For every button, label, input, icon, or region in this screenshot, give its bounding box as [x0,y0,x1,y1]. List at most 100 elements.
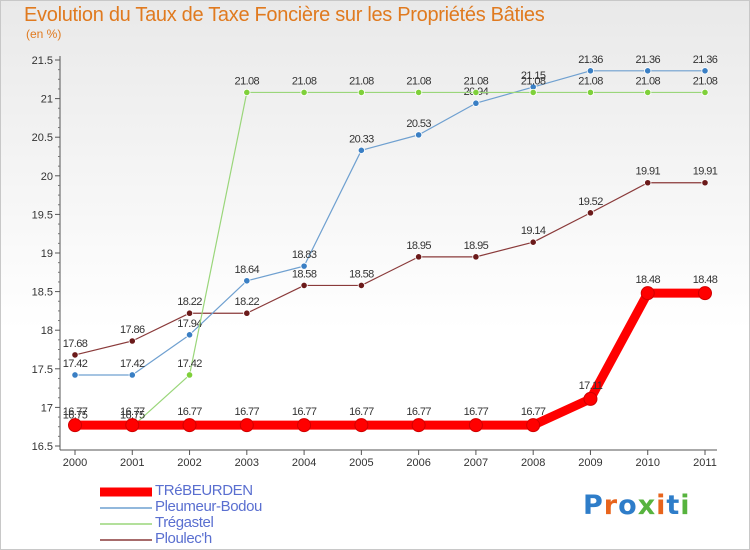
data-point [71,371,79,379]
data-label: 17.42 [63,358,88,370]
data-label: 20.53 [406,118,431,130]
x-tick-label: 2004 [292,457,316,469]
data-point [586,209,595,217]
data-label: 21.36 [578,54,603,66]
y-tick-label: 21.5 [32,55,53,67]
data-point [128,371,136,379]
y-tick-label: 20.5 [32,132,53,144]
data-label: 17.42 [120,358,145,370]
data-label: 18.48 [693,274,718,286]
series-line [75,288,705,430]
y-tick-label: 18 [41,325,53,337]
data-label: 16.75 [63,410,88,422]
data-label: 19.91 [693,166,718,178]
x-tick-label: 2008 [521,457,545,469]
logo-letter: x [637,490,657,521]
data-label: 21.08 [693,75,718,87]
logo-letter: o [618,490,638,521]
data-label: 17.86 [120,324,145,336]
data-label: 18.22 [235,296,260,308]
data-point [411,418,426,433]
x-tick-label: 2006 [406,457,430,469]
data-point [243,88,251,97]
data-point [472,99,480,107]
data-label: 21.36 [635,54,660,66]
data-point [472,253,480,261]
logo-letter: i [656,490,667,521]
data-point [239,418,254,433]
data-label: 18.58 [292,268,317,280]
data-point [71,351,79,359]
x-tick-label: 2000 [63,457,87,469]
data-label: 16.77 [521,406,546,418]
data-point [300,281,308,290]
data-label: 17.42 [177,358,202,370]
series-2: 17.4217.4217.9418.6418.8320.3320.5320.94… [63,54,718,379]
y-tick-label: 19.5 [32,209,53,221]
data-point [68,418,82,433]
data-label: 16.77 [349,406,374,418]
data-point [586,67,595,75]
data-label: 21.08 [292,75,317,87]
data-label: 17.68 [63,338,88,350]
x-tick-label: 2005 [349,457,373,469]
data-point [243,309,251,317]
data-label: 19.91 [635,166,660,178]
data-label: 17.94 [177,318,202,330]
data-point [415,88,423,97]
data-point [586,88,595,97]
data-point [128,337,136,345]
y-tick-label: 16.5 [32,441,53,453]
data-label: 18.48 [635,274,660,286]
data-point [698,286,712,301]
data-point [472,88,480,97]
data-label: 18.22 [177,296,202,308]
y-tick-label: 17.5 [32,364,53,376]
data-point [182,418,197,433]
data-label: 21.08 [235,75,260,87]
series-line [75,91,705,428]
series-4: 17.68 17.86 18.22 18.22 18.58 18.58 18.95 18.95… [63,166,718,359]
data-point [468,418,483,433]
legend-label: Ploulec'h [155,530,212,547]
proxiti-logo: Proxiti [583,490,691,521]
data-point [357,146,365,154]
data-label: 18.64 [235,264,260,276]
x-tick-label: 2001 [120,457,144,469]
data-label: 21.36 [693,54,718,66]
data-label: 16.77 [406,406,431,418]
data-label: 17.11 [579,380,603,392]
unit-label: (en %) [26,27,62,41]
series-line [75,70,705,376]
data-label: 21.08 [464,75,489,87]
data-point [640,286,655,301]
x-tick-label: 2011 [693,457,717,469]
legend-label: Pleumeur-Bodou [155,498,262,515]
data-label: 16.77 [235,406,260,418]
data-label: 16.77 [177,406,202,418]
legend-label: TRéBEURDEN [155,482,253,499]
data-point [529,88,537,97]
data-point [300,262,308,270]
series-3: 16.75 16.75 17.42 21.08 21.08 21.08 21.08 21.08… [63,75,718,431]
data-label: 20.33 [349,133,374,145]
legend-label: Trégastel [155,514,214,531]
x-tick-label: 2002 [177,457,201,469]
data-point [415,131,423,139]
data-point [583,391,598,406]
data-point [415,253,423,261]
data-point [526,418,541,433]
data-point [354,418,369,433]
data-point [185,331,194,339]
data-point [701,67,709,75]
y-tick-label: 18.5 [32,287,53,299]
data-label: 21.08 [635,75,660,87]
data-label: 16.77 [292,406,317,418]
data-label: 16.77 [63,406,88,418]
data-point [701,88,709,97]
x-tick-label: 2009 [578,457,602,469]
logo-letter: r [603,490,619,521]
data-point [185,309,194,317]
